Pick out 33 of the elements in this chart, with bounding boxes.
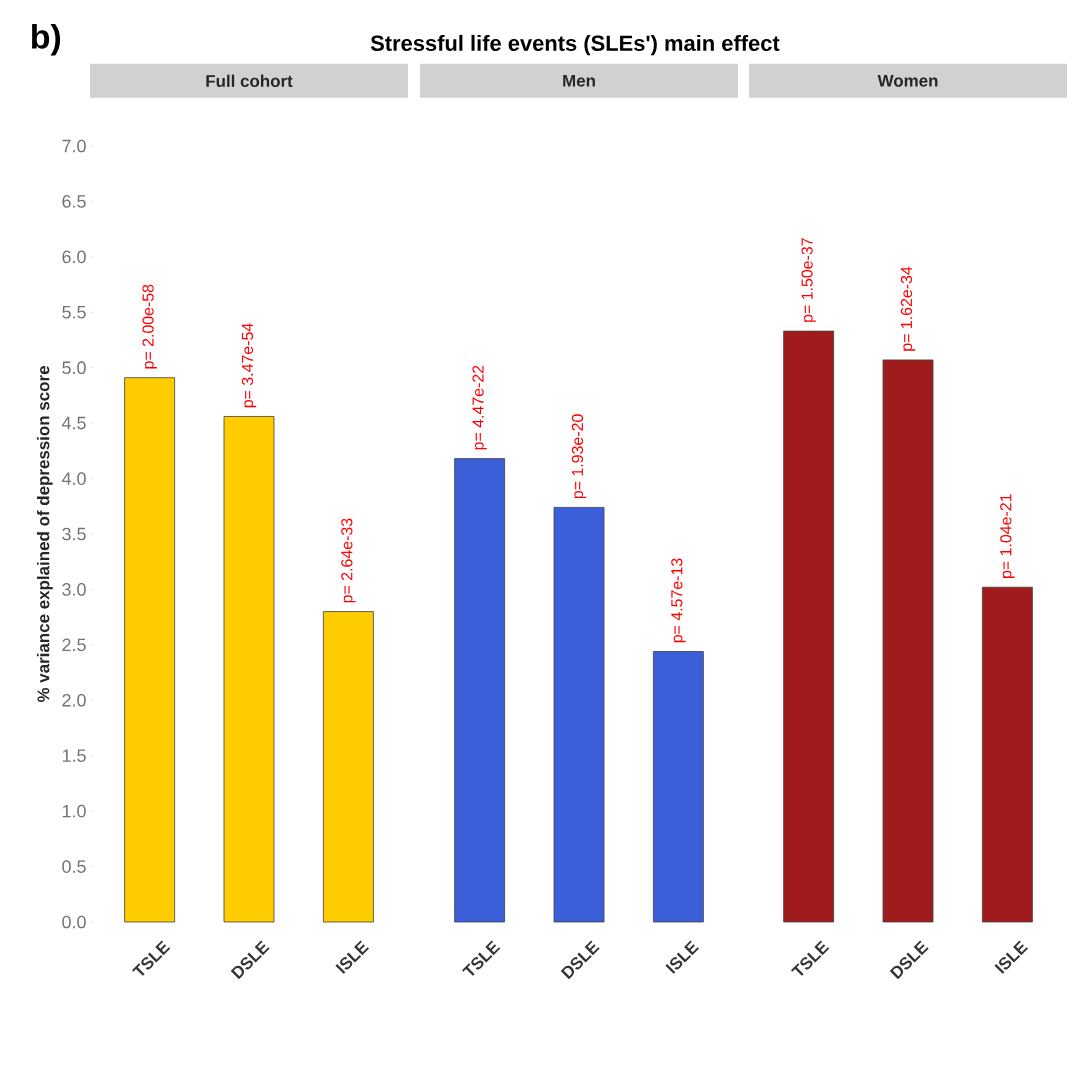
y-tick-label: 0.0: [62, 915, 86, 929]
data-label: p= 1.62e-34: [900, 266, 916, 351]
y-tick-label: 3.5: [62, 527, 86, 541]
y-tick-label: 4.0: [61, 472, 86, 485]
y-tick-label: 1.5: [62, 749, 86, 762]
y-tick-label: 6.5: [62, 195, 86, 208]
y-tick-label: 6.0: [62, 250, 86, 264]
y-axis-title: % variance explained of depression score: [36, 366, 53, 703]
y-tick-label: 4.5: [61, 416, 86, 430]
y-tick-label: 0.5: [62, 860, 86, 873]
bar: [322, 611, 374, 923]
bar: [223, 416, 275, 923]
y-tick-label: 1.0: [62, 804, 86, 818]
data-label: p= 2.64e-33: [341, 518, 356, 603]
data-label: p= 2.00e-58: [142, 284, 157, 369]
y-tick-label: 7.0: [62, 139, 86, 153]
data-label: p= 4.47e-22: [472, 365, 487, 450]
y-tick-label: 3.0: [62, 583, 86, 596]
chart-title: Women: [877, 74, 938, 87]
data-label: p= 3.47e-54: [241, 323, 257, 408]
text: b): [32, 23, 61, 56]
y-tick-label: 5.5: [62, 306, 86, 319]
y-tick-label: 2.0: [62, 693, 86, 707]
bar: [124, 377, 176, 923]
chart-title: Men: [563, 74, 595, 87]
chart-title: Full cohort: [206, 74, 293, 88]
data-label: p= 4.57e-13: [671, 558, 686, 643]
data-label: p= 1.50e-37: [801, 238, 816, 322]
data-label: p= 1.04e-21: [1000, 494, 1015, 578]
text: Stressful life events (SLEs') main effect: [370, 34, 780, 56]
y-tick-label: 2.5: [62, 638, 86, 652]
data-label: p= 1.93e-20: [571, 414, 587, 499]
y-tick-label: 5.0: [62, 361, 86, 375]
